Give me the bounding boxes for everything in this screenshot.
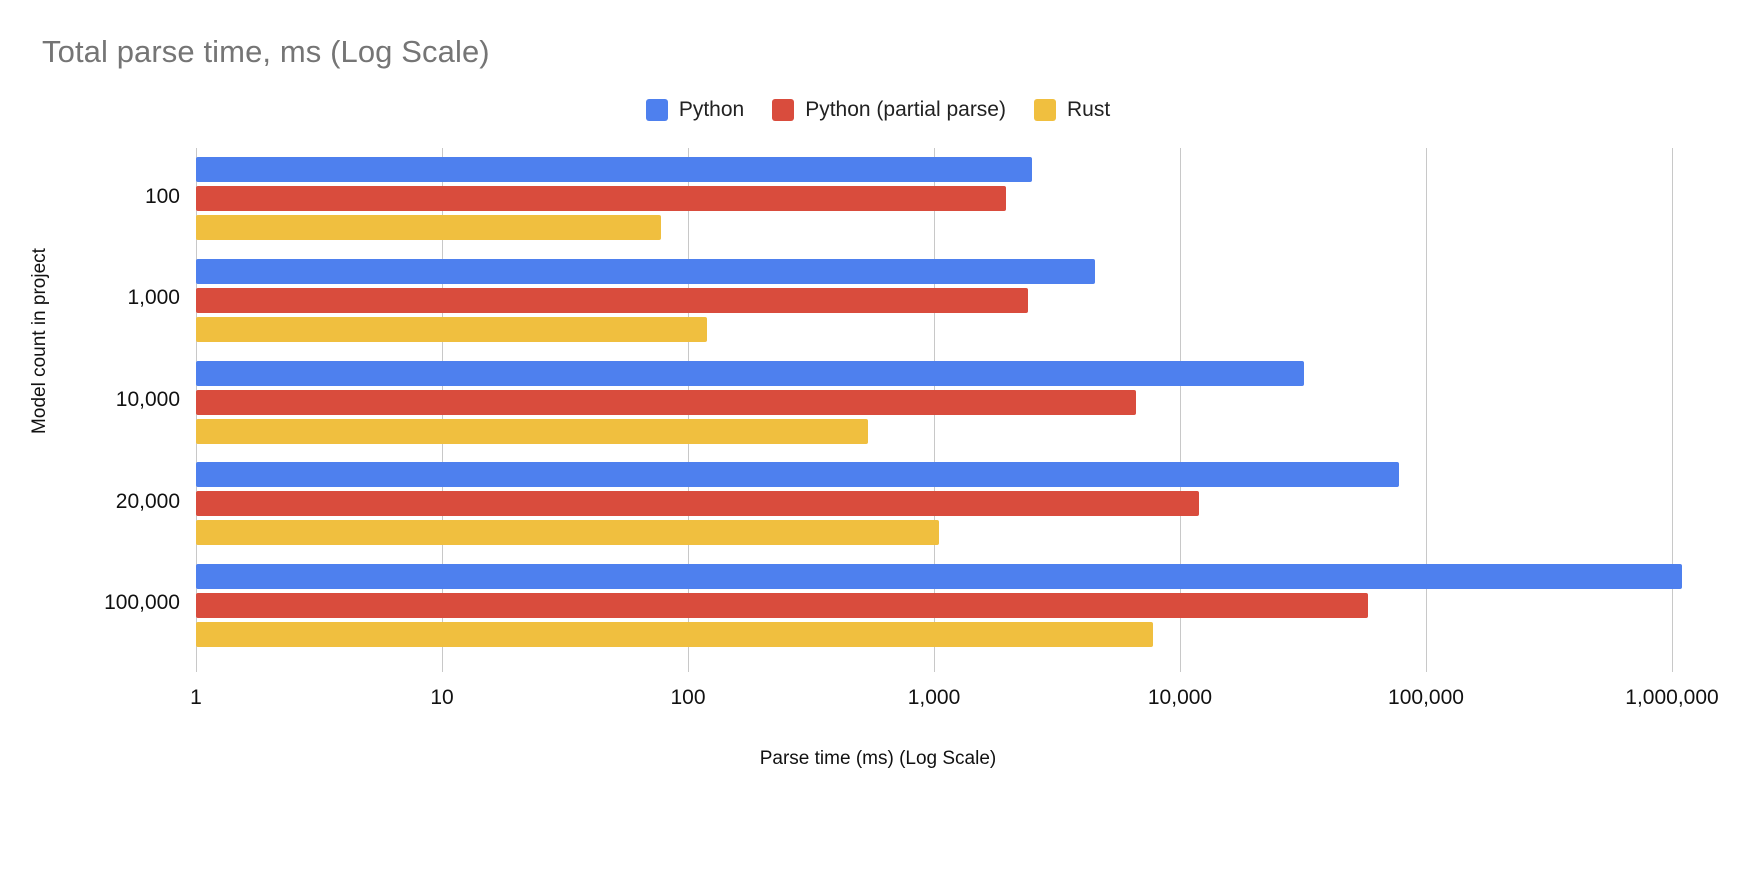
legend-label: Python (partial parse) bbox=[805, 98, 1006, 121]
chart-title: Total parse time, ms (Log Scale) bbox=[42, 34, 490, 69]
legend-item-python[interactable]: Python bbox=[645, 98, 745, 122]
bar[interactable] bbox=[196, 462, 1400, 488]
bar[interactable] bbox=[196, 563, 1683, 589]
x-axis-tick-label: 100,000 bbox=[1388, 686, 1464, 709]
y-axis-tick-label: 10,000 bbox=[115, 388, 180, 411]
bar[interactable] bbox=[196, 592, 1368, 618]
y-axis-tick-label: 100 bbox=[144, 184, 180, 208]
legend-label: Rust bbox=[1066, 98, 1111, 121]
legend-swatch-icon bbox=[1033, 99, 1056, 121]
x-axis-tick-mark bbox=[688, 656, 689, 672]
y-axis-tick-label: 100,000 bbox=[104, 591, 180, 615]
legend-item-rust[interactable]: Rust bbox=[1033, 98, 1111, 122]
chart-legend: Python Python (partial parse) Rust bbox=[0, 98, 1756, 122]
x-axis-tick-mark bbox=[934, 656, 935, 672]
y-axis-title: Model count in project bbox=[29, 248, 50, 434]
bar-group bbox=[196, 563, 1683, 647]
bar[interactable] bbox=[196, 621, 1154, 647]
gridline bbox=[1180, 148, 1181, 656]
x-axis-tick-label: 1 bbox=[190, 686, 202, 709]
bar[interactable] bbox=[196, 215, 662, 241]
x-axis-tick-mark bbox=[1672, 656, 1673, 672]
bar[interactable] bbox=[196, 520, 940, 546]
bar-group bbox=[196, 360, 1672, 444]
bar[interactable] bbox=[196, 360, 1305, 386]
x-axis-tick-label: 10 bbox=[430, 686, 454, 709]
bar[interactable] bbox=[196, 186, 1006, 212]
bar[interactable] bbox=[196, 491, 1200, 517]
bar[interactable] bbox=[196, 287, 1028, 313]
x-axis-tick-label: 1,000,000 bbox=[1625, 686, 1719, 709]
gridline bbox=[1426, 148, 1427, 656]
x-axis-tick-mark bbox=[1426, 656, 1427, 672]
bar-group bbox=[196, 462, 1672, 546]
bar[interactable] bbox=[196, 157, 1032, 183]
bar-group bbox=[196, 258, 1672, 342]
x-axis-tick-mark bbox=[442, 656, 443, 672]
gridline bbox=[1672, 148, 1673, 656]
x-axis-tick-label: 100 bbox=[670, 686, 706, 709]
bar-group bbox=[196, 157, 1672, 241]
legend-swatch-icon bbox=[645, 99, 668, 121]
x-axis-tick-label: 1,000 bbox=[907, 686, 961, 709]
legend-label: Python bbox=[678, 98, 745, 121]
x-axis-tick-mark bbox=[196, 656, 197, 672]
x-axis-title: Parse time (ms) (Log Scale) bbox=[759, 748, 997, 769]
bar[interactable] bbox=[196, 316, 708, 342]
x-axis-tick-mark bbox=[1180, 656, 1181, 672]
y-axis-tick-label: 1,000 bbox=[127, 286, 180, 310]
bar[interactable] bbox=[196, 418, 869, 444]
x-axis-tick-label: 10,000 bbox=[1147, 686, 1213, 709]
bar[interactable] bbox=[196, 258, 1095, 284]
bar[interactable] bbox=[196, 389, 1136, 415]
legend-item-python-partial-parse[interactable]: Python (partial parse) bbox=[772, 98, 1006, 122]
y-axis-tick-label: 20,000 bbox=[115, 489, 180, 513]
plot-area bbox=[196, 148, 1683, 656]
legend-swatch-icon bbox=[772, 99, 795, 121]
